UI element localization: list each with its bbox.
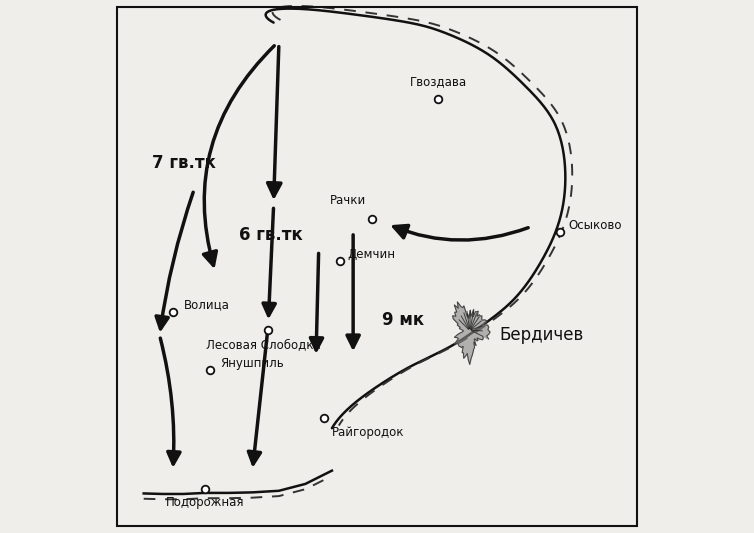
Text: Осыково: Осыково <box>568 219 621 232</box>
Text: Бердичев: Бердичев <box>499 326 583 344</box>
Text: Янушпиль: Янушпиль <box>221 357 284 370</box>
Polygon shape <box>452 302 490 365</box>
Text: Лесовая Слободка: Лесовая Слободка <box>206 338 320 351</box>
Text: 7 гв.тк: 7 гв.тк <box>152 154 216 172</box>
Text: 6 гв.тк: 6 гв.тк <box>239 225 303 244</box>
Text: Демчин: Демчин <box>348 248 396 261</box>
Text: Гвоздава: Гвоздава <box>409 75 467 88</box>
Text: 9 мк: 9 мк <box>382 311 425 328</box>
Text: Райгородок: Райгородок <box>332 426 404 439</box>
Text: Рачки: Рачки <box>330 194 366 207</box>
Text: Подорожная: Подорожная <box>165 496 244 510</box>
Text: Волица: Волица <box>183 298 229 312</box>
